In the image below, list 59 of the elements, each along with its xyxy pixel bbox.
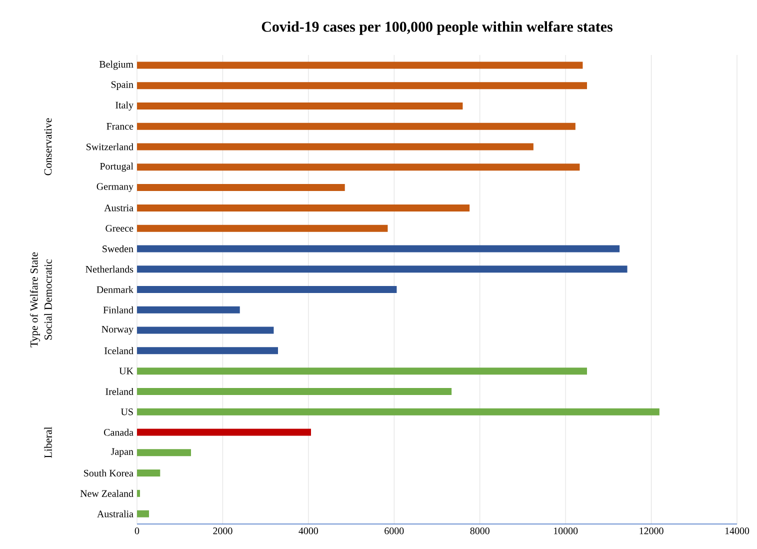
y-tick-label: Finland [103,306,134,314]
bar [137,470,160,477]
x-tick-label: 6000 [384,528,404,534]
bar [137,490,140,497]
bar [137,347,278,354]
y-tick-label: Sweden [102,245,134,252]
bar [137,306,240,314]
y-tick-label: Japan [111,448,134,457]
bar [137,102,463,110]
y-tick-label: Spain [111,81,134,90]
bar [137,224,388,232]
x-tick-label: 14000 [725,528,750,534]
bar [137,204,470,212]
bar [137,184,345,192]
bar [137,428,311,436]
x-tick-label: 12000 [640,528,664,534]
y-tick-label: Portugal [100,162,134,172]
x-tick-label: 4000 [298,528,318,534]
bar [137,286,397,294]
bar [137,62,583,69]
x-tick-label: 8000 [470,528,490,534]
y-tick-label: Australia [97,510,134,518]
bar [137,122,576,130]
y-tick-label: Netherlands [86,266,134,273]
y-tick-label: US [120,408,133,416]
bar [137,245,620,252]
bar [137,266,628,273]
bar [137,368,588,375]
y-tick-label: Belgium [99,60,134,70]
bar [137,143,534,150]
y-tick-label: Canada [104,428,134,436]
text: Liberal [44,426,52,458]
y-tick-label: Norway [102,326,134,335]
bar [137,449,191,456]
y-tick-label: Germany [96,183,134,192]
chart-title: Covid-19 cases per 100,000 people within welfare states [262,21,612,35]
y-tick-label: South Korea [84,470,134,477]
y-axis-title: Type of Welfare State [30,252,40,348]
y-tick-label: Denmark [96,286,134,294]
y-tick-label: Austria [104,204,134,212]
text: Social Democratic [44,259,52,340]
bar [137,388,452,395]
x-tick-label: 2000 [213,528,232,534]
bar [137,510,149,518]
bar [137,326,274,334]
y-tick-label: Ireland [106,388,134,395]
y-tick-label: Italy [116,101,134,111]
x-tick-label: 10000 [554,528,578,534]
y-tick-label: France [106,123,134,130]
x-tick-label: 0 [134,528,140,534]
text: Conservative [44,118,52,176]
y-tick-label: Iceland [104,347,134,354]
y-tick-label: New Zealand [80,490,134,497]
y-tick-label: Greece [106,224,134,232]
bar [137,164,580,171]
bar [137,408,660,416]
y-tick-label: UK [119,368,134,374]
y-tick-label: Switzerland [86,143,134,150]
bar [137,82,588,90]
